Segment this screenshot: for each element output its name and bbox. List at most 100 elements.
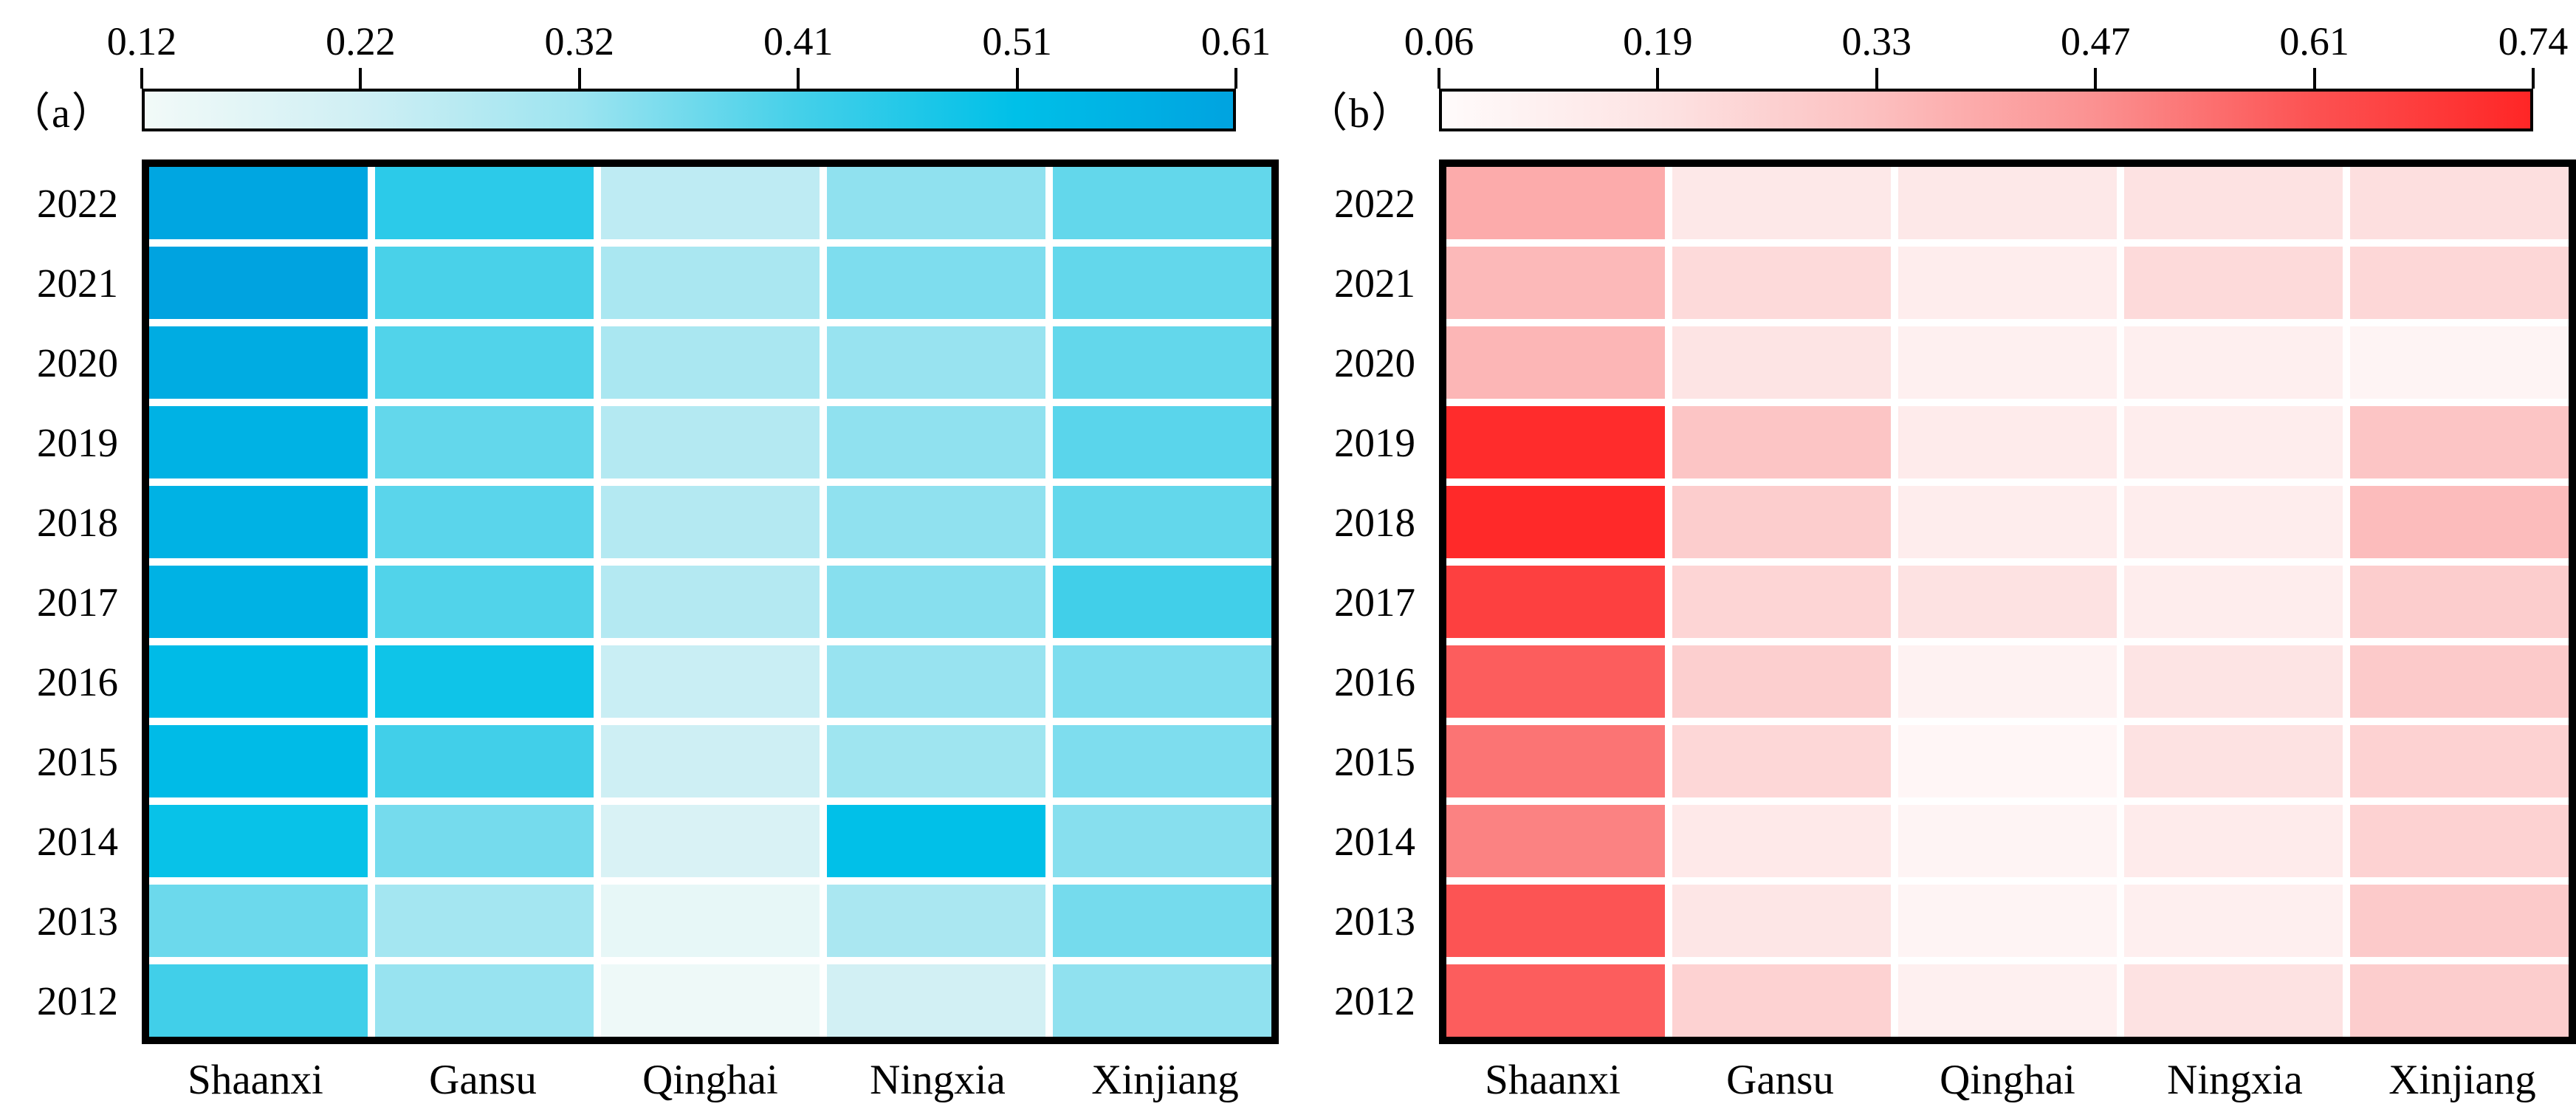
heatmap-cell	[149, 566, 368, 638]
colorbar-a	[142, 89, 1236, 131]
colorbar-tick-label: 0.47	[2060, 19, 2131, 64]
heatmap-cell	[1672, 167, 1891, 239]
colorbar-tick-label: 0.61	[2279, 19, 2349, 64]
heatmap-cell	[601, 247, 820, 319]
heatmap-cell	[375, 805, 594, 877]
heatmap-cell	[1446, 725, 1665, 797]
heatmap-cell	[375, 885, 594, 957]
heatmap-cell	[1053, 406, 1271, 478]
y-axis-label: 2014	[1334, 818, 1415, 864]
colorbar-tick-label: 0.06	[1404, 19, 1474, 64]
heatmap-cell	[1053, 964, 1271, 1037]
y-axis-label: 2019	[1334, 419, 1415, 465]
heatmap-cell	[1446, 645, 1665, 718]
heatmap-cell	[827, 645, 1045, 718]
y-axis-label: 2014	[37, 818, 118, 864]
heatmap-cell	[1053, 326, 1271, 399]
heatmap-cell	[827, 406, 1045, 478]
colorbar-tick-label: 0.12	[106, 19, 177, 64]
heatmap-cell	[2350, 805, 2569, 877]
colorbar-tick-label: 0.61	[1201, 19, 1271, 64]
heatmap-cell	[1446, 566, 1665, 638]
y-axis-label: 2018	[1334, 499, 1415, 545]
heatmap-cell	[375, 326, 594, 399]
x-axis-label: Qinghai	[1940, 1056, 2075, 1103]
heatmap-cell	[2124, 566, 2343, 638]
heatmap-cell	[827, 885, 1045, 957]
y-axis-label: 2013	[37, 898, 118, 944]
colorbar-tick-label: 0.19	[1623, 19, 1693, 64]
heatmap-cell	[1672, 247, 1891, 319]
heatmap-cell	[1672, 885, 1891, 957]
heatmap-cell	[1446, 406, 1665, 478]
heatmap-cell	[2124, 964, 2343, 1037]
heatmap-cell	[2124, 167, 2343, 239]
heatmap-cell	[2124, 247, 2343, 319]
heatmap-cell	[601, 725, 820, 797]
y-axis-labels-b: 2022 2021 2020 2019 2018 2017 2016 2015 2014 2013…	[1305, 159, 1439, 1044]
colorbar-tick-label: 0.32	[544, 19, 615, 64]
heatmap-cell	[1446, 167, 1665, 239]
colorbar-ticks-b	[1438, 68, 2535, 89]
heatmap-cell	[375, 486, 594, 558]
heatmap-cell	[1053, 645, 1271, 718]
heatmap-cell	[2124, 326, 2343, 399]
heatmap-cell	[601, 566, 820, 638]
heatmap-cell	[827, 167, 1045, 239]
heatmap-cell	[1053, 885, 1271, 957]
heatmap-cell	[1446, 805, 1665, 877]
heatmap-cell	[1446, 964, 1665, 1037]
heatmap-cell	[149, 725, 368, 797]
colorbar-tick-label: 0.51	[982, 19, 1052, 64]
heatmap-cell	[1898, 725, 2117, 797]
heatmap-cell	[1053, 805, 1271, 877]
heatmap-cell	[1898, 486, 2117, 558]
heatmap-cell	[149, 167, 368, 239]
heatmap-cell	[1446, 247, 1665, 319]
heatmap-cell	[375, 645, 594, 718]
colorbar-tick	[577, 68, 581, 89]
heatmap-cell	[601, 885, 820, 957]
y-axis-label: 2021	[1334, 260, 1415, 306]
colorbar-tick	[1234, 68, 1237, 89]
y-axis-label: 2022	[37, 180, 118, 226]
heatmap-cell	[375, 247, 594, 319]
heatmap-cell	[2124, 645, 2343, 718]
heatmap-cell	[1053, 247, 1271, 319]
x-axis-label: Xinjiang	[1091, 1056, 1239, 1103]
y-axis-label: 2021	[37, 260, 118, 306]
colorbar-tick-labels-a: 0.12 0.22 0.32 0.41 0.51 0.61	[107, 15, 1271, 68]
heatmap-cell	[1898, 406, 2117, 478]
heatmap-grid-b	[1439, 159, 2576, 1044]
heatmap-cell	[601, 805, 820, 877]
colorbar-tick	[359, 68, 363, 89]
heatmap-cell	[601, 406, 820, 478]
heatmap-cell	[1898, 964, 2117, 1037]
heatmap-cell	[149, 326, 368, 399]
heatmap-cell	[149, 885, 368, 957]
y-axis-label: 2018	[37, 499, 118, 545]
colorbar-tick-labels-b: 0.06 0.19 0.33 0.47 0.61 0.74	[1404, 15, 2569, 68]
heatmap-wrap-b	[1439, 159, 2576, 1044]
heatmap-grid-a	[142, 159, 1279, 1044]
y-axis-label: 2012	[1334, 978, 1415, 1023]
heatmap-cell	[1672, 964, 1891, 1037]
heatmap-cell	[1898, 885, 2117, 957]
y-axis-label: 2013	[1334, 898, 1415, 944]
x-axis-label: Ningxia	[870, 1056, 1006, 1103]
heatmap-cell	[2350, 645, 2569, 718]
y-axis-label: 2015	[37, 738, 118, 784]
heatmap-cell	[601, 645, 820, 718]
heatmap-cell	[827, 566, 1045, 638]
y-axis-label: 2016	[37, 659, 118, 704]
heatmap-wrap-a	[142, 159, 1279, 1044]
heatmap-cell	[1898, 326, 2117, 399]
heatmap-cell	[375, 964, 594, 1037]
heatmap-cell	[2124, 805, 2343, 877]
heatmap-cell	[1672, 406, 1891, 478]
heatmap-cell	[601, 964, 820, 1037]
heatmap-cell	[1672, 486, 1891, 558]
heatmap-cell	[601, 486, 820, 558]
heatmap-cell	[375, 725, 594, 797]
colorbar-block-a: 0.12 0.22 0.32 0.41 0.51 0.61	[107, 3, 1279, 142]
